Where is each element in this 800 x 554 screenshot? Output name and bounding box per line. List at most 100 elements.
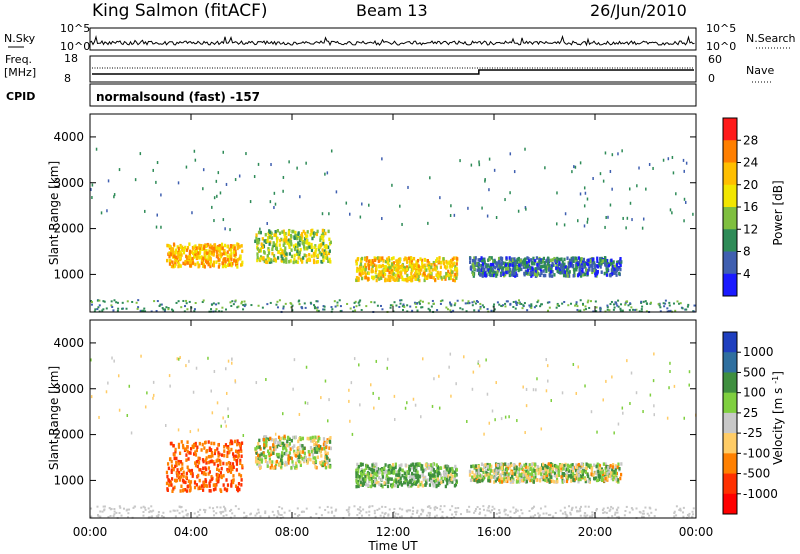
echo-cell xyxy=(230,248,233,252)
echo-cell xyxy=(542,462,545,467)
echo-cell xyxy=(103,300,106,303)
echo-cell xyxy=(547,261,550,266)
echo-cell xyxy=(596,264,599,269)
echo-cell xyxy=(377,259,380,263)
echo-cell xyxy=(558,304,561,307)
echo-cell xyxy=(538,258,541,262)
echo-cell xyxy=(205,249,208,253)
echo-cell xyxy=(177,470,181,475)
echo-cell xyxy=(162,515,165,518)
echo-cell xyxy=(319,445,322,449)
echo-cell xyxy=(360,256,364,261)
echo-cell xyxy=(447,470,450,475)
echo-cell xyxy=(256,445,259,450)
echo-cell xyxy=(230,304,233,307)
echo-cell xyxy=(361,483,364,487)
echo-cell xyxy=(478,364,481,368)
echo-cell xyxy=(146,391,148,395)
echo-cell xyxy=(391,466,394,471)
echo-cell xyxy=(577,309,580,312)
echo-cell xyxy=(404,406,407,410)
echo-cell xyxy=(203,484,206,488)
echo-cell xyxy=(417,475,420,480)
echo-cell xyxy=(473,466,476,470)
echo-cell xyxy=(673,512,676,515)
echo-cell xyxy=(611,473,615,477)
echo-cell xyxy=(329,465,332,469)
echo-cell xyxy=(693,304,696,307)
echo-cell xyxy=(237,482,241,486)
echo-cell xyxy=(285,441,288,446)
echo-cell xyxy=(299,437,302,442)
echo-cell xyxy=(216,463,220,468)
echo-cell xyxy=(586,472,589,477)
echo-cell xyxy=(592,473,595,477)
echo-cell xyxy=(321,463,325,468)
echo-cell xyxy=(529,266,532,270)
echo-cell xyxy=(285,448,288,453)
echo-cell xyxy=(283,253,286,258)
echo-cell xyxy=(377,273,380,277)
echo-cell xyxy=(315,465,318,470)
echo-cell xyxy=(398,507,401,510)
echo-cell xyxy=(195,246,198,250)
echo-cell xyxy=(523,477,526,482)
echo-cell xyxy=(226,450,229,455)
echo-cell xyxy=(208,506,211,509)
echo-cell xyxy=(258,461,261,465)
echo-cell xyxy=(551,258,554,262)
echo-cell xyxy=(642,300,645,303)
echo-cell xyxy=(414,271,417,276)
echo-cell xyxy=(325,254,328,258)
echo-cell xyxy=(534,472,537,476)
echo-cell xyxy=(262,451,265,455)
echo-cell xyxy=(156,213,158,217)
echo-cell xyxy=(316,450,319,454)
echo-cell xyxy=(166,474,169,479)
echo-cell xyxy=(185,299,188,302)
echo-cell xyxy=(212,510,215,513)
echo-cell xyxy=(495,466,498,471)
echo-cell xyxy=(290,248,293,252)
nave-label: Nave xyxy=(746,64,774,77)
echo-cell xyxy=(488,509,491,512)
echo-cell xyxy=(401,222,403,226)
colorbar-tick-label: 100 xyxy=(743,386,766,400)
echo-cell xyxy=(395,268,398,272)
echo-cell xyxy=(473,309,476,312)
echo-cell xyxy=(285,252,288,256)
echo-cell xyxy=(601,477,604,482)
echo-cell xyxy=(185,475,188,480)
echo-cell xyxy=(581,472,585,476)
echo-cell xyxy=(598,466,601,471)
echo-cell xyxy=(574,304,577,307)
echo-cell xyxy=(372,391,374,395)
echo-cell xyxy=(103,505,106,508)
echo-cell xyxy=(428,478,432,482)
echo-cell xyxy=(232,480,235,485)
echo-cell xyxy=(435,469,439,473)
echo-cell xyxy=(309,301,312,304)
echo-cell xyxy=(355,468,358,473)
echo-cell xyxy=(357,484,360,489)
echo-cell xyxy=(168,258,171,263)
echo-cell xyxy=(606,304,609,307)
echo-cell xyxy=(605,511,608,514)
echo-cell xyxy=(208,448,211,453)
echo-cell xyxy=(412,510,415,513)
echo-cell xyxy=(522,470,526,475)
echo-cell xyxy=(279,251,282,256)
echo-cell xyxy=(310,242,313,247)
echo-cell xyxy=(432,468,435,472)
echo-cell xyxy=(272,451,275,455)
echo-cell xyxy=(135,301,138,304)
echo-cell xyxy=(372,475,375,480)
echo-cell xyxy=(455,510,458,513)
echo-cell xyxy=(542,512,545,515)
echo-cell xyxy=(577,469,580,474)
echo-cell xyxy=(299,450,303,454)
echo-cell xyxy=(444,275,447,279)
echo-cell xyxy=(474,510,477,513)
echo-cell xyxy=(250,304,253,307)
